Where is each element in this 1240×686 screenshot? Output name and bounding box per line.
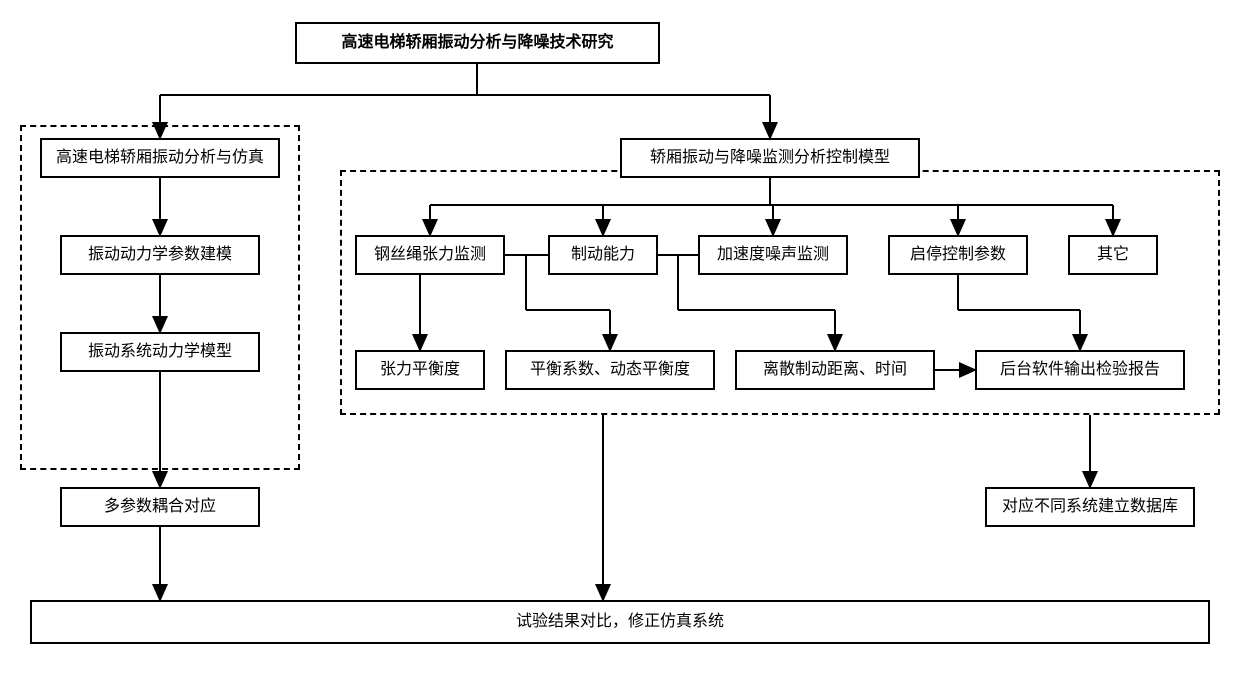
right-c2: 离散制动距离、时间 [735, 350, 935, 390]
right-db: 对应不同系统建立数据库 [985, 487, 1195, 527]
root-title: 高速电梯轿厢振动分析与降噪技术研究 [295, 22, 660, 64]
right-d2: 后台软件输出检验报告 [975, 350, 1185, 390]
right-b: 制动能力 [548, 235, 658, 275]
right-b2: 平衡系数、动态平衡度 [505, 350, 715, 390]
right-e: 其它 [1068, 235, 1158, 275]
right-top-box: 轿厢振动与降噪监测分析控制模型 [620, 138, 920, 178]
right-a: 钢丝绳张力监测 [355, 235, 505, 275]
right-a2: 张力平衡度 [355, 350, 485, 390]
left-box-4: 多参数耦合对应 [60, 487, 260, 527]
bottom-box: 试验结果对比，修正仿真系统 [30, 600, 1210, 644]
left-box-1: 高速电梯轿厢振动分析与仿真 [40, 138, 280, 178]
left-box-2: 振动动力学参数建模 [60, 235, 260, 275]
left-box-3: 振动系统动力学模型 [60, 332, 260, 372]
right-d: 启停控制参数 [888, 235, 1028, 275]
right-c: 加速度噪声监测 [698, 235, 848, 275]
